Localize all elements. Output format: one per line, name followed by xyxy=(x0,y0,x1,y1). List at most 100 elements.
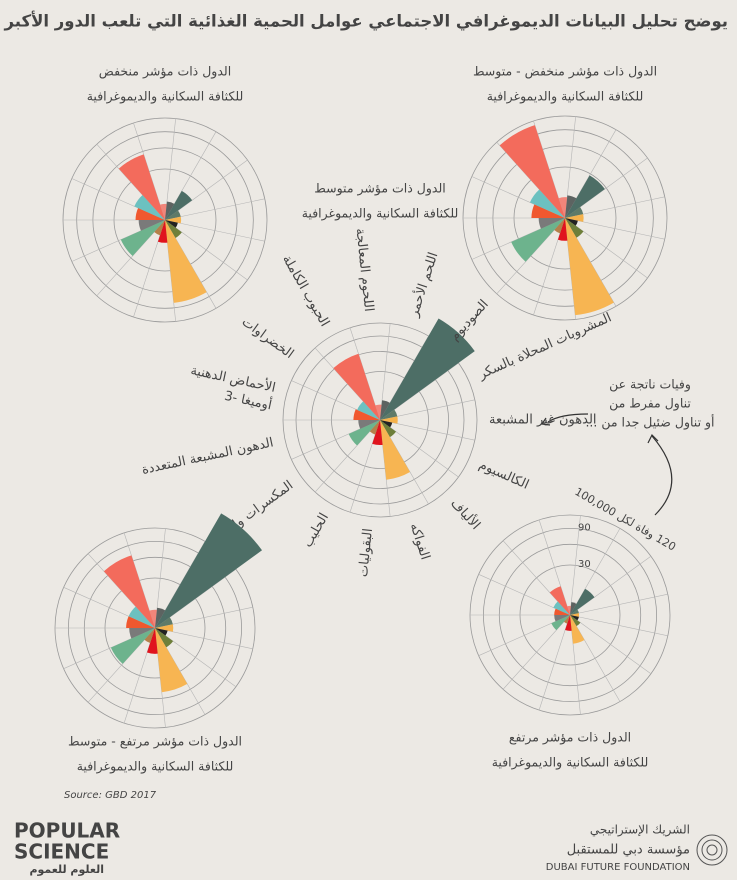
spoke xyxy=(569,614,581,715)
wedge xyxy=(553,601,570,615)
logo-text: مؤسسة دبي للمستقبل xyxy=(567,843,690,858)
chart-label: الدول ذات مؤشر متوسط xyxy=(314,181,445,197)
category-label: الدهون المشبعة المتعددة xyxy=(140,435,275,478)
spoke xyxy=(164,219,265,242)
chart-label: للكثافة السكانية والديموغرافية xyxy=(87,89,244,105)
wedge xyxy=(380,409,398,420)
wedge xyxy=(554,218,565,234)
category-label: الحبوب الكاملة xyxy=(279,253,332,330)
spoke xyxy=(533,217,566,316)
chart-label: الدول ذات مؤشر مرتفع - متوسط xyxy=(68,734,242,750)
wedge xyxy=(155,607,166,628)
wedge xyxy=(165,201,175,220)
wedge xyxy=(147,628,158,654)
wedge xyxy=(155,628,188,693)
spoke xyxy=(569,515,581,616)
wedge xyxy=(570,602,577,615)
wedge xyxy=(558,197,568,218)
wedge xyxy=(165,210,181,220)
chart-label: للكثافة السكانية والديموغرافية xyxy=(492,755,649,771)
logo-text: SCIENCE xyxy=(14,840,109,864)
wedge xyxy=(565,615,572,631)
wedge xyxy=(165,220,207,303)
wedge xyxy=(565,207,584,218)
r-tick-label: 30 xyxy=(578,559,591,570)
spoke xyxy=(314,419,381,493)
wedge xyxy=(126,616,155,628)
r-tick-label: 90 xyxy=(578,522,591,533)
category-label: الفواكه xyxy=(407,521,433,561)
spoke xyxy=(564,116,576,219)
spoke xyxy=(71,219,166,262)
wedge xyxy=(570,588,595,615)
wedge xyxy=(155,628,174,648)
spoke xyxy=(87,627,156,703)
wedge xyxy=(565,214,584,222)
category-label: الحليب xyxy=(301,511,332,551)
wedge xyxy=(155,513,263,628)
polar-chart xyxy=(469,514,671,716)
wedge xyxy=(369,420,380,435)
wedge xyxy=(358,420,380,429)
wedge xyxy=(380,420,397,438)
wedge xyxy=(549,586,570,615)
logo-text: الشريك الإستراتيجي xyxy=(590,823,690,838)
wedge xyxy=(565,218,614,316)
wedge xyxy=(570,609,579,615)
chart-label: للكثافة السكانية والديموغرافية xyxy=(302,206,459,222)
wedge xyxy=(165,216,182,224)
chart-label: الدول ذات مؤشر مرتفع xyxy=(509,730,631,746)
wedge xyxy=(157,220,168,243)
wedge xyxy=(570,615,585,644)
wedge xyxy=(554,608,570,615)
title: يوضح تحليل البيانات الديموغرافي الاجتماع… xyxy=(0,11,728,32)
logo-mark xyxy=(696,834,728,866)
spoke xyxy=(133,219,166,318)
arrow xyxy=(651,435,673,516)
category-label: اللحوم المعالجة xyxy=(352,227,376,312)
wedge xyxy=(380,318,475,420)
wedge xyxy=(134,195,165,220)
wedge xyxy=(529,189,565,218)
chart-label: للكثافة السكانية والديموغرافية xyxy=(77,759,234,775)
chart-label: الدول ذات مؤشر منخفض - متوسط xyxy=(473,64,657,80)
category-label: الكالسيوم xyxy=(477,457,531,492)
arrow-head xyxy=(540,417,551,426)
spoke xyxy=(349,419,381,513)
logo-text: العلوم للعموم xyxy=(29,863,104,876)
wedge xyxy=(144,628,155,644)
wedge xyxy=(165,190,193,220)
source: Source: GBD 2017 xyxy=(64,790,157,801)
wedge xyxy=(357,401,380,420)
logo-text: POPULAR xyxy=(14,819,120,843)
wedge xyxy=(565,218,578,226)
polar-chart xyxy=(462,115,668,321)
wedge xyxy=(563,615,570,624)
spoke xyxy=(569,614,652,675)
wedge xyxy=(154,220,165,236)
annotation: تناول مفرط من xyxy=(609,396,691,412)
wedge xyxy=(118,154,165,220)
spoke xyxy=(478,614,571,656)
chart-label: للكثافة السكانية والديموغرافية xyxy=(487,89,644,105)
spoke xyxy=(154,528,166,629)
r-tick-label: 120 وفاة لكل 100,000 xyxy=(572,485,678,553)
wedge xyxy=(160,203,167,220)
wedge xyxy=(557,218,568,241)
logo-text: DUBAI FUTURE FOUNDATION xyxy=(546,862,690,873)
wedge xyxy=(499,125,565,218)
spoke xyxy=(564,217,648,279)
wedge xyxy=(567,605,571,615)
wedge xyxy=(348,420,380,446)
chart-label: الدول ذات مؤشر منخفض xyxy=(99,64,231,80)
wedge xyxy=(551,615,570,631)
wedge xyxy=(138,220,165,231)
wedge xyxy=(333,353,380,420)
wedge xyxy=(372,420,383,446)
wedge xyxy=(149,609,157,628)
arrow xyxy=(547,413,589,423)
spoke xyxy=(164,219,248,281)
wedge xyxy=(380,400,390,420)
spoke xyxy=(569,528,621,616)
spoke xyxy=(538,519,571,616)
